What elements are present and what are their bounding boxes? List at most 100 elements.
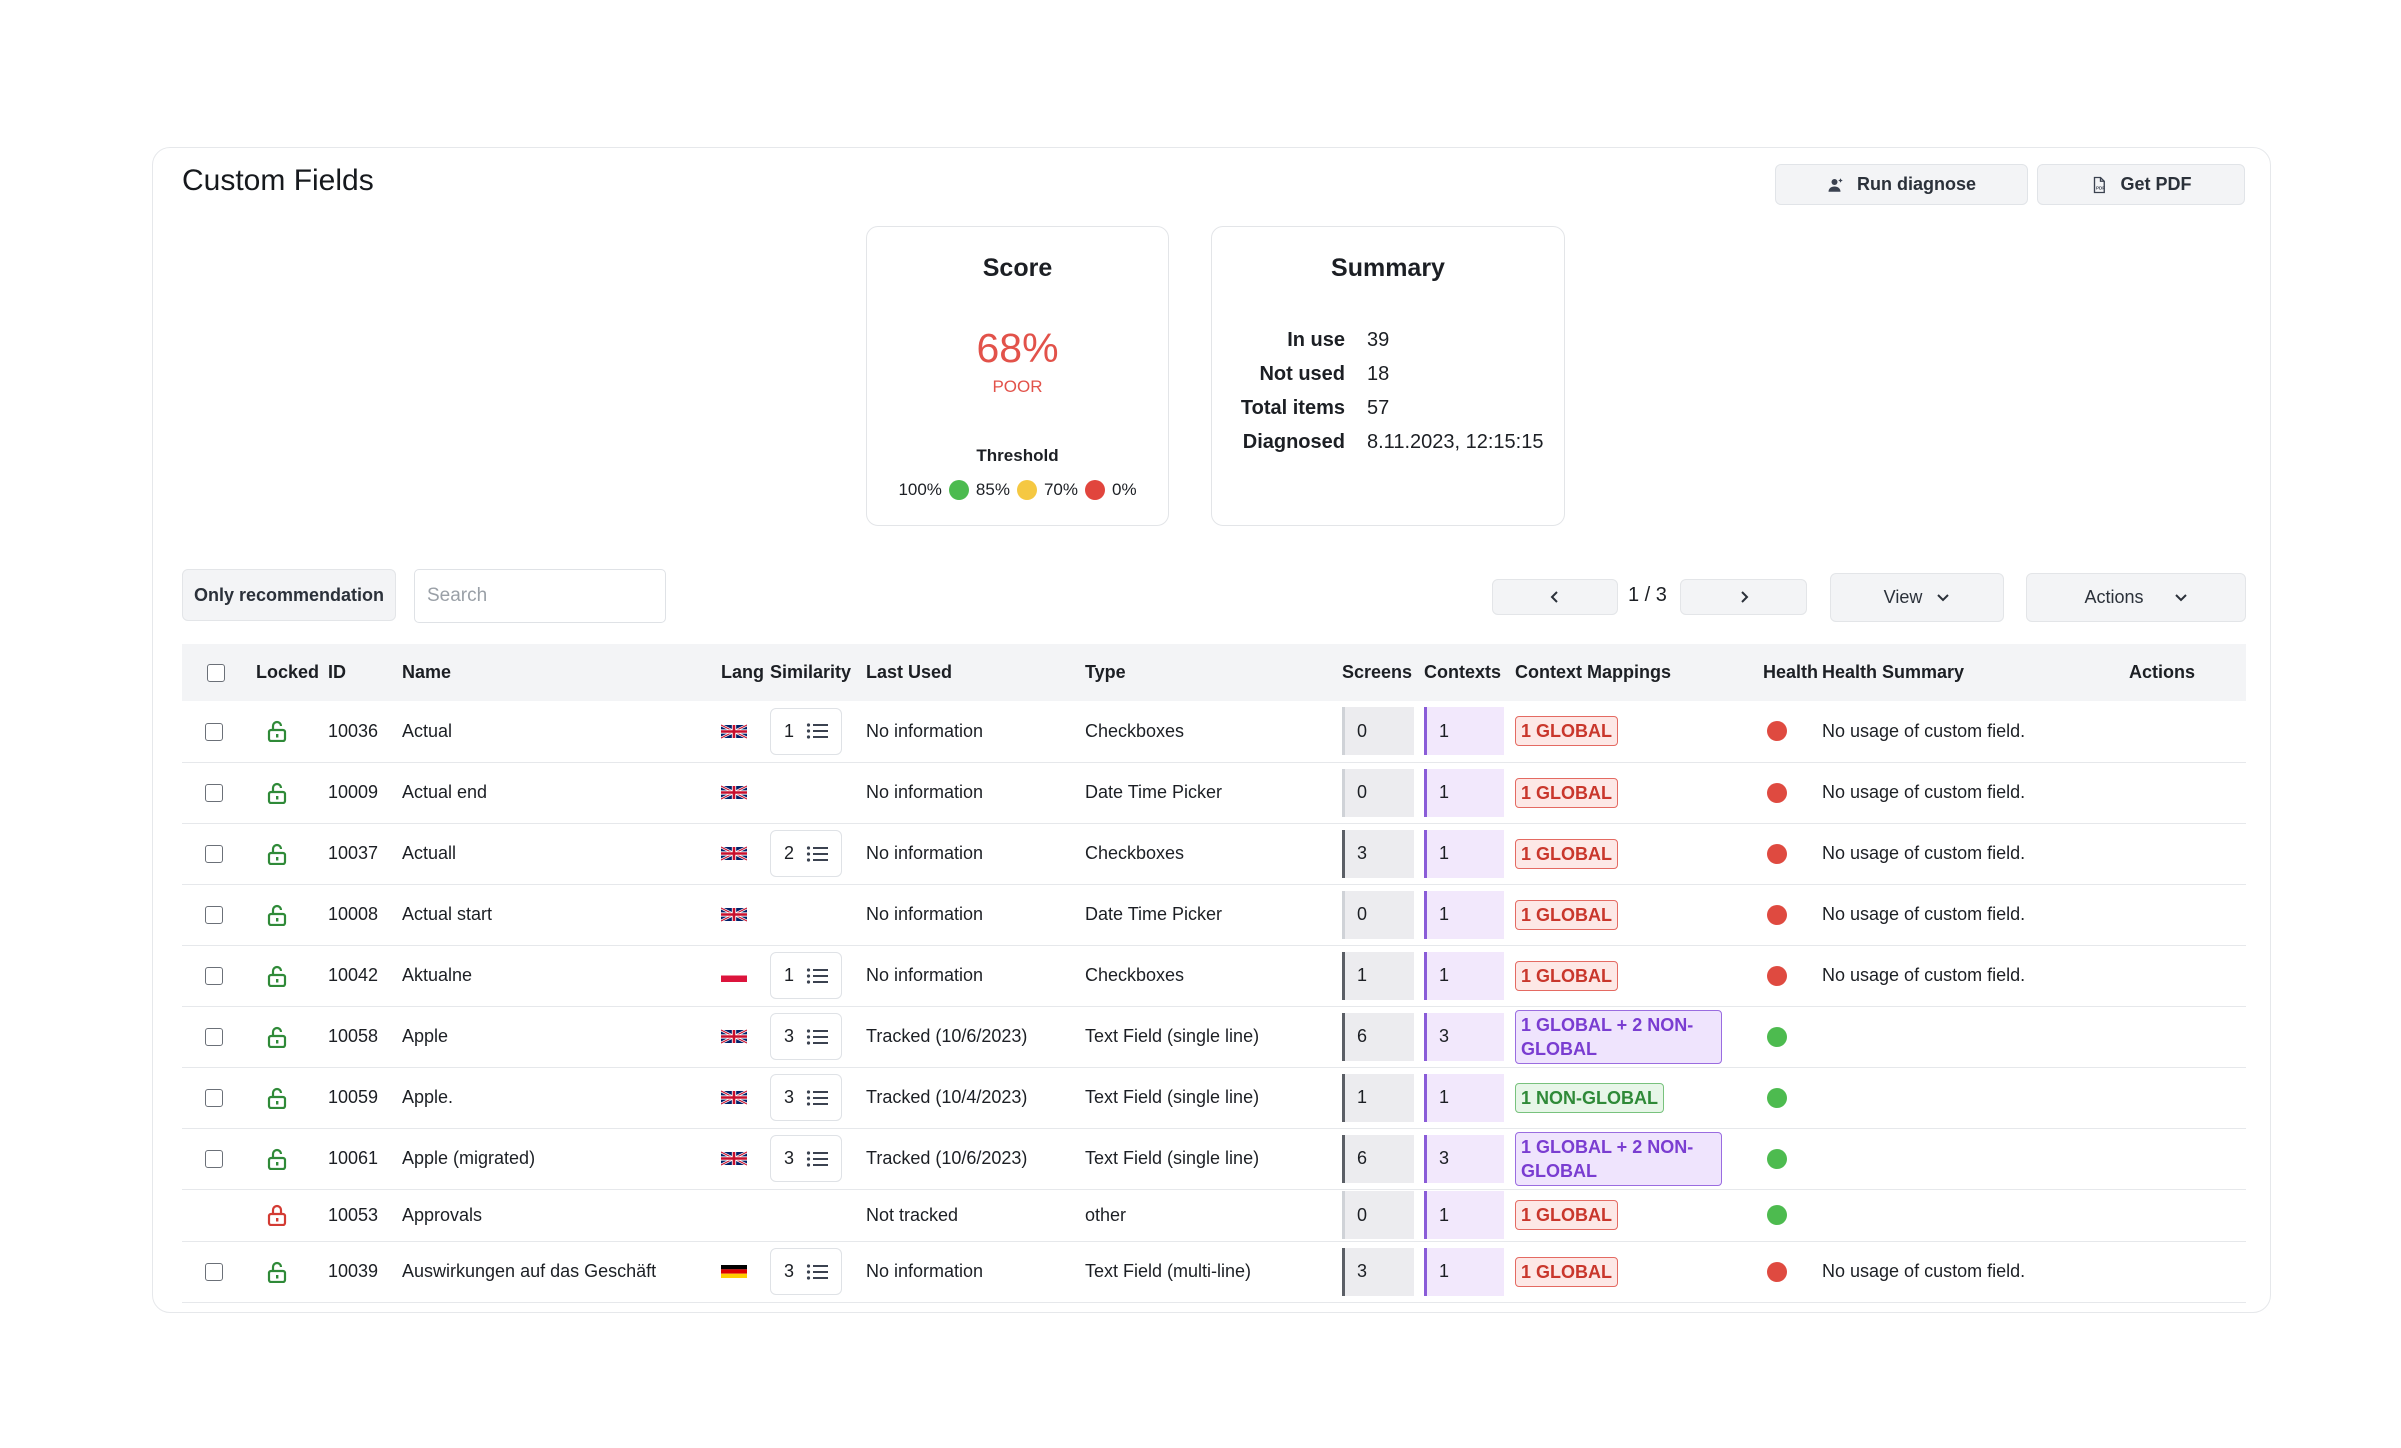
- summary-value: 8.11.2023, 12:15:15: [1367, 431, 1544, 453]
- table-row[interactable]: 10061 Apple (migrated) 3 Tracked (10/6/202…: [182, 1128, 2246, 1190]
- column-header-similarity[interactable]: Similarity: [770, 662, 852, 682]
- column-header-health-summary[interactable]: Health Summary: [1822, 662, 1965, 682]
- context-mapping-cell: 1 GLOBAL: [1512, 701, 1760, 763]
- row-actions-cell: [2126, 1128, 2246, 1190]
- column-header-context-mappings[interactable]: Context Mappings: [1515, 662, 1671, 682]
- uk-flag-icon: [721, 1089, 747, 1106]
- table-row[interactable]: 10009 Actual end No information Date Time …: [182, 762, 2246, 824]
- view-label: View: [1883, 587, 1923, 607]
- health-summary: [1819, 1006, 2126, 1068]
- column-header-type[interactable]: Type: [1085, 662, 1126, 682]
- summary-title: Summary: [1331, 254, 1445, 282]
- row-select-cell: [182, 1006, 253, 1068]
- unlocked-icon: [267, 1026, 287, 1048]
- row-checkbox[interactable]: [205, 1028, 223, 1047]
- column-header-screens[interactable]: Screens: [1342, 662, 1413, 682]
- similarity-count: 3: [784, 1026, 795, 1046]
- summary-card: Summary In use 39 Not used 18 Total item…: [1211, 226, 1565, 526]
- row-checkbox[interactable]: [205, 723, 223, 741]
- context-mapping-cell: 1 GLOBAL: [1512, 884, 1760, 946]
- page-title: Custom Fields: [182, 164, 374, 197]
- column-header-locked[interactable]: Locked: [256, 662, 320, 682]
- lang-cell: [718, 1189, 767, 1242]
- column-header-last-used[interactable]: Last Used: [866, 662, 953, 682]
- view-dropdown[interactable]: View: [1830, 573, 2004, 622]
- select-all-cell: [182, 644, 253, 701]
- lang-cell: [718, 823, 767, 885]
- last-used: No information: [863, 762, 1082, 824]
- row-checkbox[interactable]: [205, 845, 223, 864]
- only-recommendation-button[interactable]: Only recommendation: [182, 569, 396, 621]
- health-cell: [1760, 945, 1819, 1007]
- next-page-button[interactable]: [1680, 579, 1807, 615]
- lock-cell: [253, 823, 325, 885]
- table-row[interactable]: 10058 Apple 3 Tracked (10/6/2023) Text Fiel…: [182, 1006, 2246, 1068]
- column-header-health[interactable]: Health: [1763, 662, 1819, 682]
- svg-text:PDF: PDF: [2096, 185, 2105, 190]
- row-checkbox[interactable]: [205, 1263, 223, 1282]
- unlocked-icon: [267, 782, 287, 804]
- chevron-down-icon: [2174, 593, 2187, 601]
- screens-count: 0: [1342, 768, 1414, 817]
- table-row[interactable]: 10037 Actuall 2 No information Checkboxes 3 1…: [182, 823, 2246, 885]
- last-used: No information: [863, 945, 1082, 1007]
- similarity-button[interactable]: 3: [770, 1248, 843, 1295]
- unlocked-icon: [267, 1148, 287, 1170]
- search-input[interactable]: [414, 569, 666, 623]
- prev-page-button[interactable]: [1492, 579, 1618, 615]
- column-header-contexts[interactable]: Contexts: [1424, 662, 1502, 682]
- score-card: Score 68% POOR Threshold 100% 85% 70% 0%: [866, 226, 1169, 526]
- threshold-85: 85%: [975, 480, 1010, 499]
- last-used: Tracked (10/6/2023): [863, 1006, 1082, 1068]
- health-cell: [1760, 762, 1819, 824]
- table-row[interactable]: 10008 Actual start No information Date Tim…: [182, 884, 2246, 946]
- actions-dropdown[interactable]: Actions: [2026, 573, 2246, 622]
- context-mapping-badge: 1 GLOBAL: [1515, 1256, 1619, 1287]
- similarity-button[interactable]: 3: [770, 1074, 843, 1121]
- red-dot-icon: [1084, 480, 1105, 500]
- row-checkbox[interactable]: [205, 784, 223, 803]
- summary-label: Not used: [1259, 363, 1345, 385]
- select-all-checkbox[interactable]: [207, 664, 225, 683]
- similarity-button[interactable]: 3: [770, 1135, 843, 1182]
- row-checkbox[interactable]: [205, 1089, 223, 1108]
- table-row[interactable]: 10039 Auswirkungen auf das Geschäft 3 No i…: [182, 1241, 2246, 1303]
- row-actions-cell: [2126, 884, 2246, 946]
- column-header-name[interactable]: Name: [402, 662, 452, 682]
- similarity-cell: 1: [767, 945, 863, 1007]
- table-row[interactable]: 10053 Approvals Not tracked other 0 1 1 GLOBAL: [182, 1189, 2246, 1242]
- row-checkbox[interactable]: [205, 1150, 223, 1169]
- column-header-lang[interactable]: Lang: [721, 662, 764, 682]
- row-checkbox[interactable]: [205, 967, 223, 986]
- screens-cell: 3: [1339, 823, 1421, 885]
- actions-label: Actions: [2084, 587, 2144, 607]
- table-row[interactable]: 10059 Apple. 3 Tracked (10/4/2023) Text Fie…: [182, 1067, 2246, 1129]
- run-diagnose-button[interactable]: Run diagnose: [1775, 164, 2028, 205]
- contexts-count: 1: [1424, 768, 1504, 817]
- table-row[interactable]: 10036 Actual 1 No information Checkboxes 0 1 1…: [182, 701, 2246, 763]
- health-status-dot-icon: [1767, 1148, 1787, 1169]
- get-pdf-button[interactable]: PDF Get PDF: [2037, 164, 2245, 205]
- poland-flag-icon: [721, 969, 747, 982]
- screens-cell: 6: [1339, 1128, 1421, 1190]
- similarity-count: 1: [784, 965, 795, 985]
- health-status-dot-icon: [1767, 1261, 1787, 1282]
- screens-cell: 0: [1339, 701, 1421, 763]
- similarity-button[interactable]: 1: [770, 952, 843, 999]
- similarity-button[interactable]: 1: [770, 707, 843, 755]
- similarity-button[interactable]: 2: [770, 830, 843, 877]
- contexts-count: 1: [1424, 707, 1504, 756]
- row-checkbox[interactable]: [205, 906, 223, 925]
- similarity-button[interactable]: 3: [770, 1013, 843, 1060]
- health-summary: No usage of custom field.: [1819, 1241, 2126, 1303]
- contexts-cell: 1: [1421, 823, 1512, 885]
- unlocked-icon: [267, 843, 287, 865]
- table-row[interactable]: 10042 Aktualne 1 No information Checkboxes 1…: [182, 945, 2246, 1007]
- column-header-id[interactable]: ID: [328, 662, 346, 682]
- uk-flag-icon: [721, 784, 747, 801]
- health-status-dot-icon: [1767, 782, 1787, 803]
- page-indicator: 1 / 3: [1628, 584, 1667, 606]
- field-type: Checkboxes: [1082, 823, 1339, 885]
- row-select-cell: [182, 1067, 253, 1129]
- column-header-actions: Actions: [2129, 662, 2196, 682]
